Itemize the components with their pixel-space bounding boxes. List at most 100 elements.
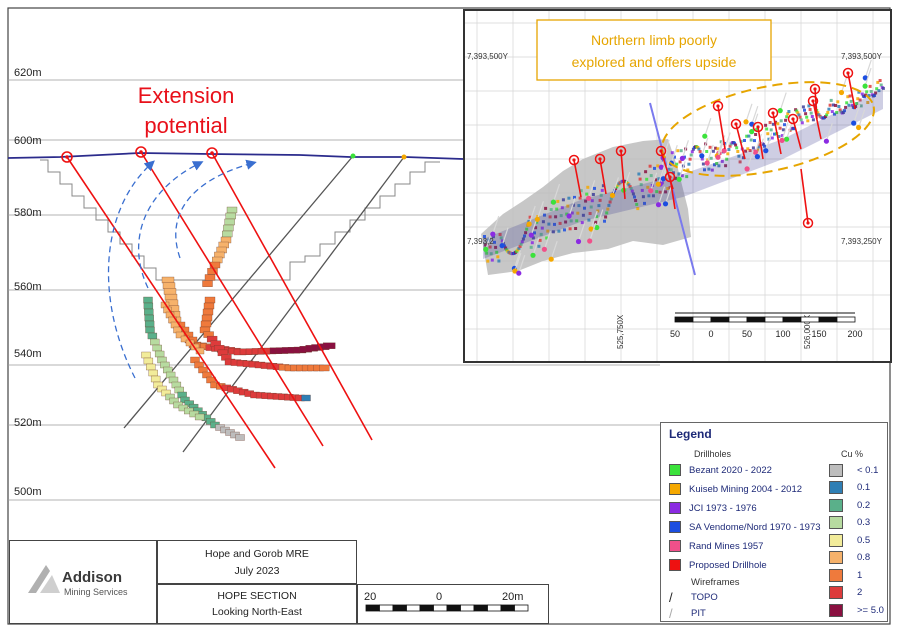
orebody-cell bbox=[558, 221, 562, 225]
grade-block bbox=[163, 288, 177, 295]
company-subtitle: Mining Services bbox=[64, 587, 128, 597]
pit-outline bbox=[40, 159, 440, 281]
orebody-cell bbox=[495, 250, 499, 254]
orebody-cell bbox=[837, 105, 841, 108]
orebody-cell bbox=[881, 86, 885, 90]
legend-label: < 0.1 bbox=[857, 464, 879, 476]
drillhole-collar bbox=[660, 176, 666, 182]
orebody-cell bbox=[490, 258, 494, 262]
orebody-cell bbox=[807, 104, 811, 108]
orebody-cell bbox=[664, 190, 668, 194]
drillhole-collar bbox=[743, 119, 749, 125]
drillhole-collar bbox=[609, 192, 616, 198]
orebody-cell bbox=[606, 207, 610, 211]
drillhole-collar bbox=[658, 164, 664, 170]
collar-marker bbox=[61, 151, 73, 163]
legend-swatch bbox=[829, 603, 843, 617]
orebody-cell bbox=[520, 240, 524, 244]
orebody-cell bbox=[587, 218, 591, 222]
orebody-cell bbox=[553, 222, 556, 226]
orebody-cell bbox=[551, 230, 555, 234]
orebody-cell bbox=[486, 259, 490, 263]
orebody-cell bbox=[674, 176, 678, 180]
proposed-drillholes bbox=[66, 151, 373, 469]
drillhole-collar bbox=[862, 75, 868, 81]
orebody-cell bbox=[737, 154, 741, 158]
drillhole-collar bbox=[648, 188, 654, 194]
orebody-cell bbox=[561, 198, 565, 202]
coordinate-label: 7,393,500Y bbox=[841, 52, 883, 61]
orebody-cell bbox=[517, 246, 521, 250]
orebody-cell bbox=[538, 238, 542, 242]
orebody-cell bbox=[868, 84, 872, 88]
grade-block bbox=[147, 332, 158, 340]
orebody-cell bbox=[846, 95, 850, 99]
orebody-cell bbox=[877, 89, 881, 93]
grade-block bbox=[143, 302, 154, 310]
orebody-cell bbox=[703, 168, 706, 172]
orebody-cell bbox=[537, 244, 541, 248]
orebody-cell bbox=[527, 219, 531, 223]
grade-block bbox=[143, 357, 154, 365]
legend-item: Rand Mines 1957 bbox=[669, 538, 763, 554]
orebody-cell bbox=[636, 207, 640, 211]
drillhole-collar bbox=[679, 155, 685, 161]
grade-block bbox=[200, 320, 212, 328]
orebody-cell bbox=[557, 229, 561, 233]
orebody-cell bbox=[707, 167, 711, 171]
drillhole-collar bbox=[516, 270, 522, 276]
legend-swatch bbox=[829, 586, 843, 599]
orebody-cell bbox=[565, 212, 569, 216]
legend-item: < 0.1 bbox=[829, 462, 878, 478]
extension-arrow bbox=[175, 159, 257, 259]
orebody-cell bbox=[529, 245, 533, 249]
orebody-cell bbox=[725, 157, 729, 161]
orebody-cell bbox=[874, 91, 878, 95]
orebody-cell bbox=[838, 108, 842, 112]
orebody-cell bbox=[829, 98, 833, 102]
orebody-cell bbox=[533, 231, 536, 235]
orebody-cell bbox=[499, 236, 503, 240]
callout-line: explored and offers upside bbox=[572, 54, 737, 70]
orebody-cell bbox=[657, 177, 661, 181]
legend-item: >= 5.0 bbox=[829, 602, 884, 618]
drillhole-collar bbox=[528, 232, 534, 238]
orebody-cell bbox=[746, 147, 750, 151]
orebody-cell bbox=[554, 215, 558, 219]
orebody-cell bbox=[765, 127, 769, 131]
extension-arrows bbox=[107, 159, 257, 379]
orebody-cell bbox=[834, 104, 838, 107]
legend-label: 0.2 bbox=[857, 499, 871, 511]
annotation-line: potential bbox=[144, 113, 227, 138]
orebody-cell bbox=[716, 147, 720, 151]
orebody-cell bbox=[690, 150, 694, 154]
drillhole-collar bbox=[823, 138, 829, 144]
orebody-cell bbox=[786, 112, 790, 116]
legend-label: Proposed Drillhole bbox=[689, 559, 767, 571]
orebody-cell bbox=[600, 188, 604, 192]
drillhole-collar bbox=[838, 89, 845, 96]
scale-label: 50 bbox=[742, 329, 752, 339]
section-cell: HOPE SECTION Looking North-East bbox=[157, 584, 357, 624]
orebody-cell bbox=[647, 194, 651, 198]
orebody-cell bbox=[811, 118, 815, 122]
orebody-cell bbox=[843, 109, 846, 113]
legend-label: 2 bbox=[857, 587, 863, 598]
orebody-cell bbox=[588, 212, 592, 215]
orebody-cell bbox=[491, 235, 495, 239]
legend-swatch bbox=[829, 463, 843, 477]
proposed-collar bbox=[594, 153, 606, 165]
grade-block bbox=[161, 276, 175, 284]
title-block: Addison Mining Services Hope and Gorob M… bbox=[9, 540, 549, 624]
legend-swatch bbox=[829, 498, 843, 512]
grade-block bbox=[144, 308, 154, 316]
orebody-cell bbox=[634, 199, 638, 202]
logo-cell: Addison Mining Services bbox=[9, 540, 157, 624]
legend-item: Proposed Drillhole bbox=[669, 557, 767, 573]
orebody-cell bbox=[654, 178, 658, 182]
orebody-cell bbox=[799, 118, 803, 122]
drillhole-collar bbox=[588, 226, 594, 232]
legend-label: 1 bbox=[857, 569, 863, 581]
legend-label: >= 5.0 bbox=[857, 604, 884, 616]
orebody-cell bbox=[669, 168, 673, 172]
